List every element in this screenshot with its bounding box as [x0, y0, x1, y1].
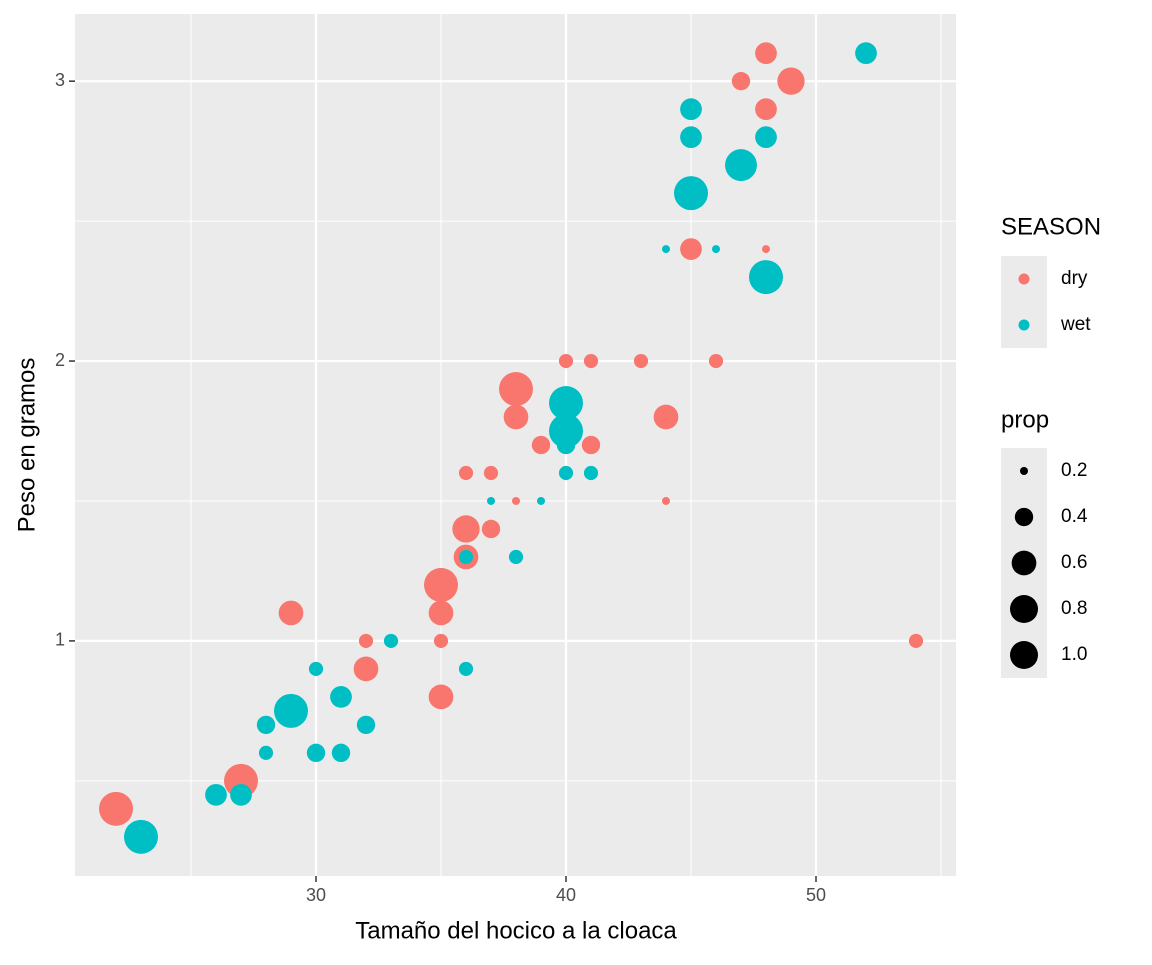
point — [458, 465, 474, 481]
point — [428, 600, 454, 626]
point — [777, 67, 805, 95]
point — [583, 465, 599, 481]
point — [855, 42, 877, 65]
legend-label: 0.6 — [1061, 552, 1087, 573]
legend-size-key — [1010, 641, 1038, 669]
x-tick-label: 40 — [556, 885, 576, 905]
legend-size-key — [1014, 507, 1034, 527]
x-tick-label: 30 — [306, 885, 326, 905]
point — [558, 353, 574, 369]
point — [537, 496, 545, 505]
legend-key-bg — [1001, 256, 1047, 348]
point — [358, 633, 374, 648]
point — [725, 149, 757, 182]
point — [330, 686, 352, 708]
point — [428, 684, 454, 710]
legend-label: wet — [1060, 314, 1091, 335]
legend-label: 0.2 — [1061, 460, 1087, 481]
point — [755, 42, 777, 65]
point — [258, 745, 274, 760]
point — [583, 353, 599, 369]
point — [762, 245, 770, 254]
legend-label: 0.8 — [1061, 598, 1087, 619]
panel — [75, 14, 956, 876]
point — [662, 245, 670, 254]
point — [458, 549, 474, 565]
point — [581, 435, 601, 455]
point — [99, 791, 133, 826]
point — [662, 496, 670, 505]
point — [278, 600, 304, 626]
point — [556, 435, 576, 455]
legend-size-key — [1011, 550, 1037, 576]
point — [680, 126, 702, 149]
point — [755, 98, 777, 121]
legend-label: 1.0 — [1061, 644, 1087, 665]
point — [256, 715, 276, 735]
legend-swatch — [1018, 273, 1030, 285]
point — [674, 176, 708, 211]
point — [680, 238, 702, 260]
point — [680, 98, 702, 121]
y-tick-label: 1 — [55, 630, 65, 650]
point — [306, 743, 326, 763]
point — [458, 661, 474, 676]
legend-label: dry — [1061, 268, 1088, 289]
legend-size-key — [1010, 595, 1038, 623]
point — [755, 126, 777, 149]
point — [653, 404, 679, 430]
point — [424, 567, 458, 602]
point — [124, 819, 158, 854]
y-axis-label: Peso en gramos — [13, 358, 40, 533]
y-tick-label: 3 — [55, 70, 65, 90]
point — [712, 245, 720, 254]
point — [512, 496, 520, 505]
point — [749, 260, 783, 295]
y-tick-label: 2 — [55, 350, 65, 370]
point — [487, 496, 495, 505]
point — [356, 715, 376, 735]
size-legend-title: prop — [1001, 406, 1049, 433]
point — [205, 783, 227, 806]
point — [274, 693, 308, 728]
point — [383, 633, 399, 648]
point — [452, 515, 480, 543]
point — [230, 783, 252, 806]
legend-size-key — [1020, 467, 1028, 475]
point — [549, 414, 583, 449]
point — [731, 71, 751, 91]
point — [331, 743, 351, 763]
point — [481, 519, 501, 539]
point — [633, 353, 649, 369]
point — [531, 435, 551, 455]
point — [499, 372, 533, 407]
point — [353, 656, 379, 682]
point — [908, 633, 924, 648]
point — [549, 386, 583, 421]
x-axis-label: Tamaño del hocico a la cloaca — [355, 917, 677, 944]
point — [433, 633, 449, 648]
point — [558, 465, 574, 481]
point — [708, 353, 724, 369]
point — [483, 465, 499, 481]
legend-label: 0.4 — [1061, 506, 1088, 527]
point — [508, 549, 524, 565]
color-legend-title: SEASON — [1001, 213, 1101, 240]
point — [308, 661, 324, 676]
legend-swatch — [1018, 319, 1030, 331]
x-tick-label: 50 — [806, 885, 826, 905]
point — [503, 404, 529, 430]
